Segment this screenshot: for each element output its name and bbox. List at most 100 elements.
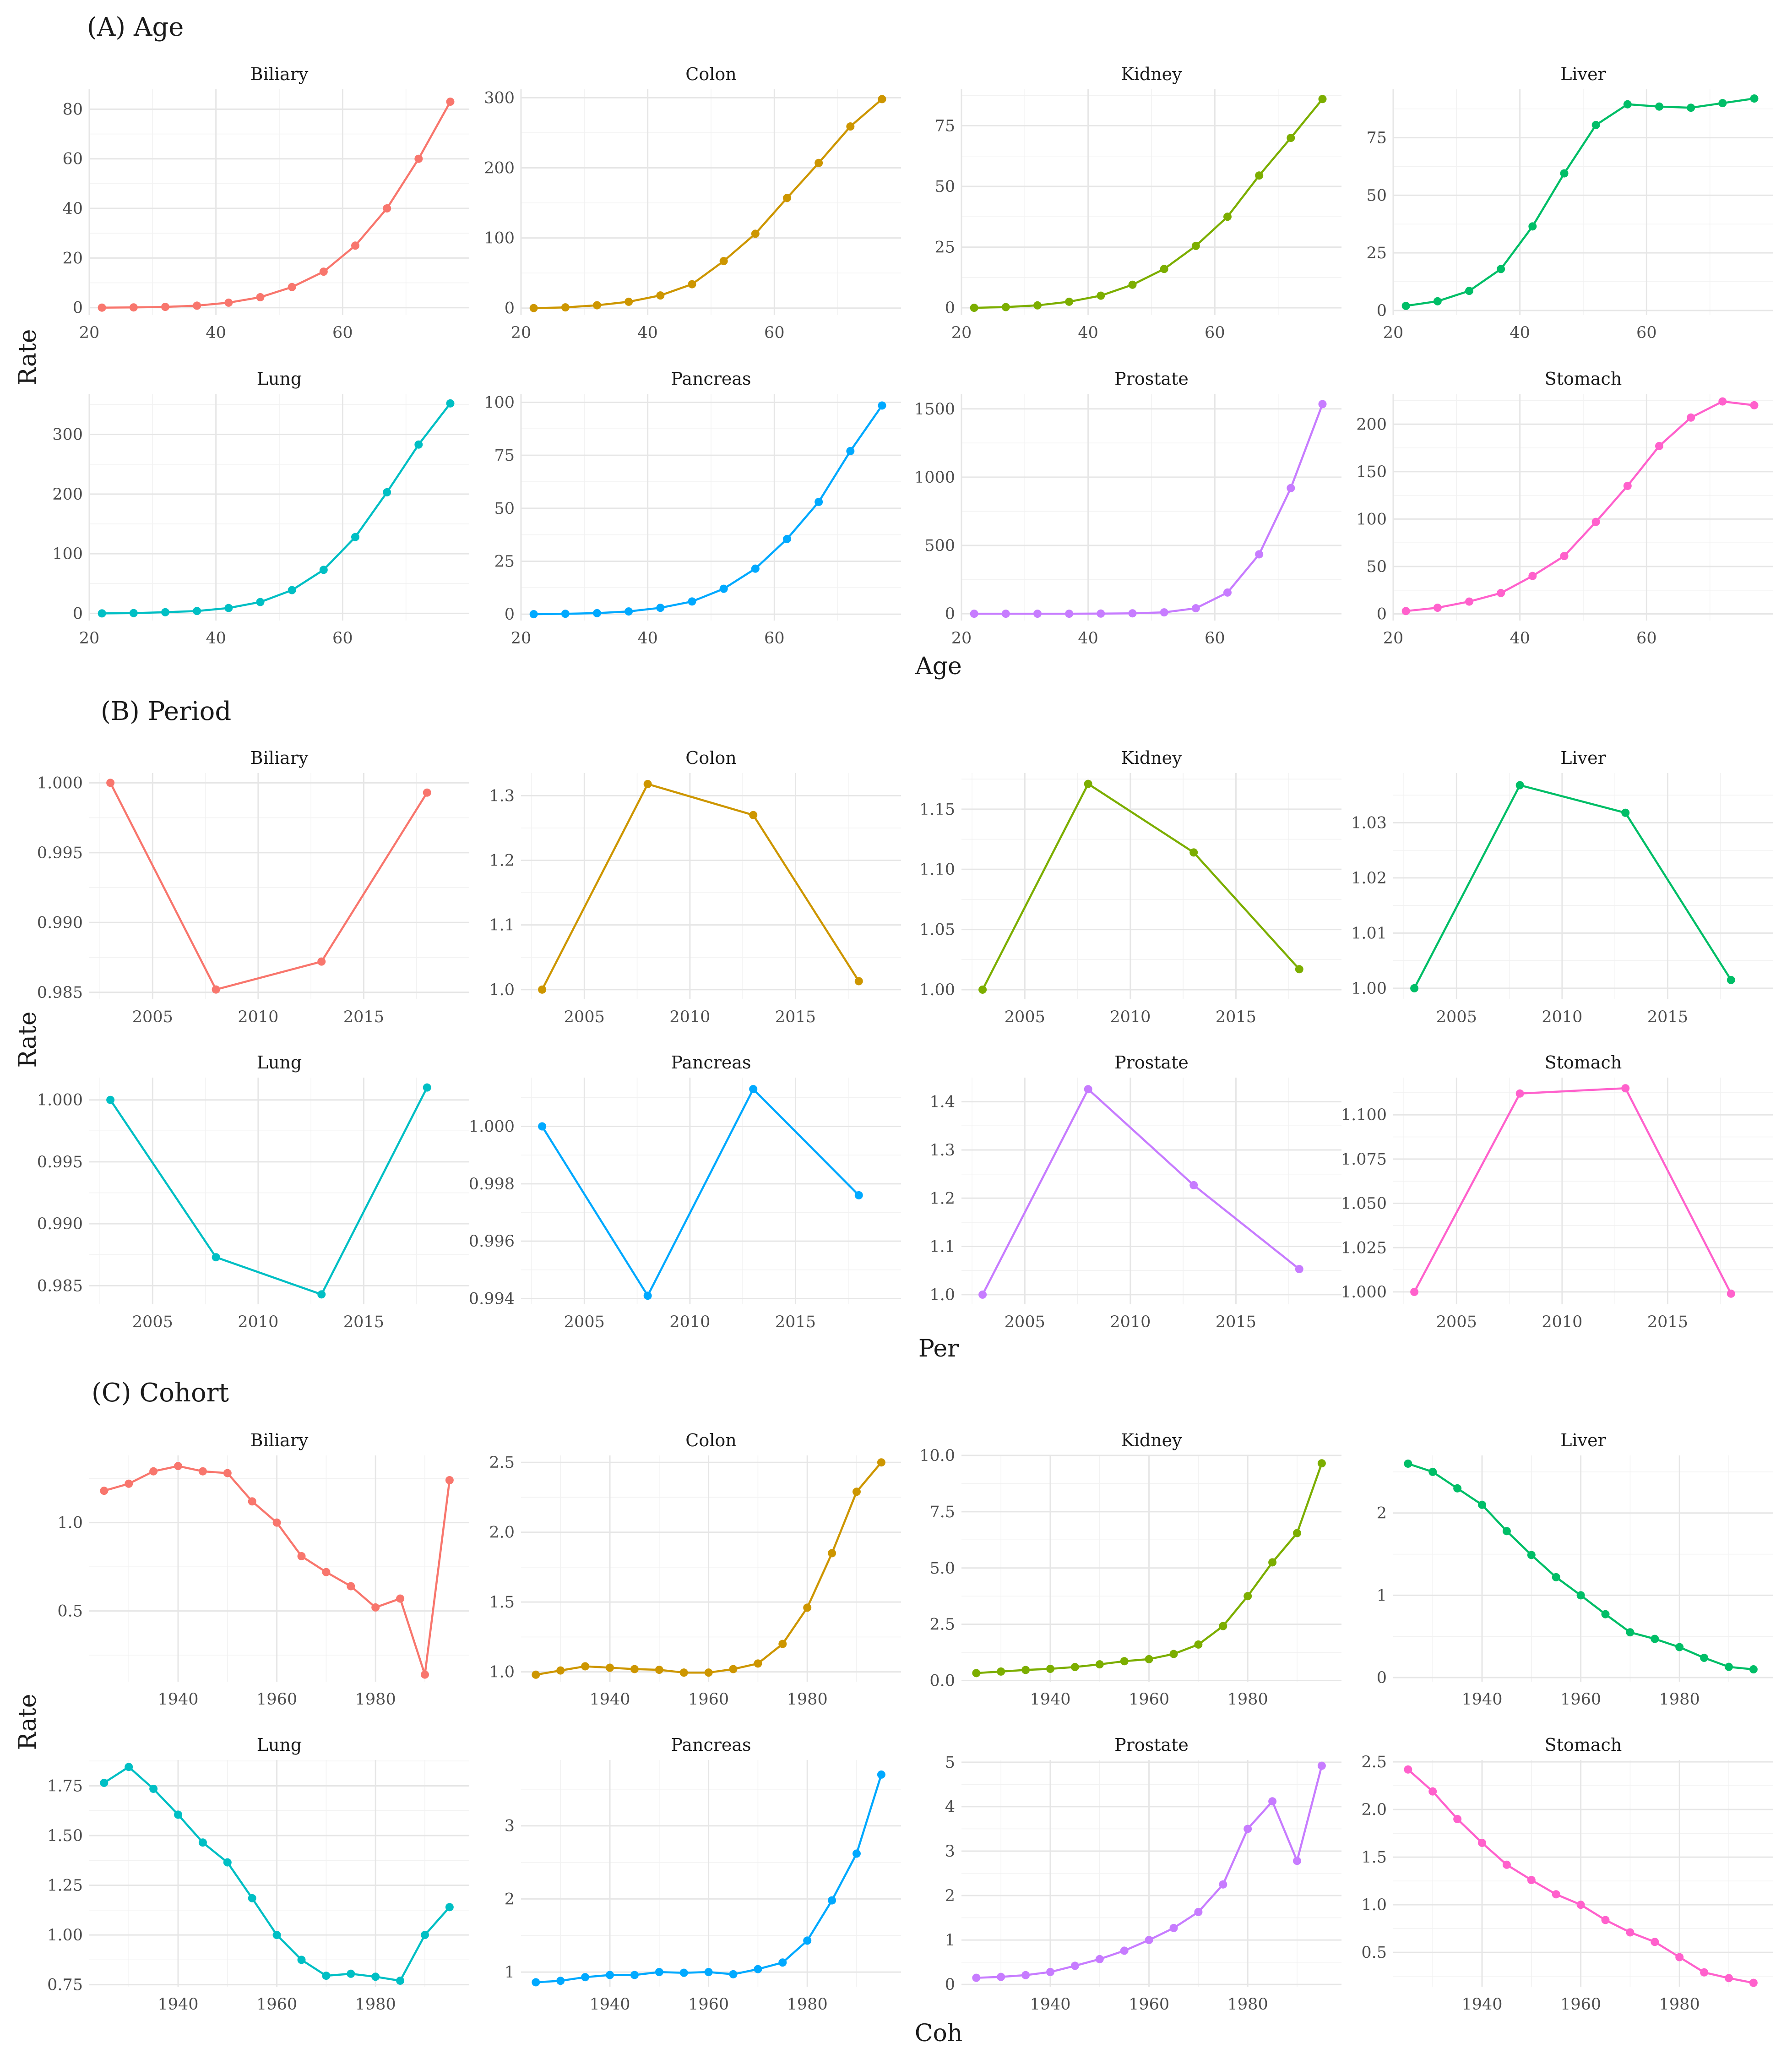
data-point — [1527, 1876, 1536, 1885]
data-point — [1621, 1084, 1630, 1093]
data-point — [655, 1968, 663, 1977]
y-tick-label: 50 — [1366, 558, 1387, 576]
data-point — [1749, 1978, 1758, 1987]
x-tick-label: 1960 — [256, 1690, 297, 1709]
data-point — [1033, 301, 1042, 310]
facet-label: Kidney — [1121, 748, 1182, 768]
data-point — [970, 610, 978, 618]
y-tick-label: 25 — [934, 239, 955, 257]
x-tick-label: 20 — [1383, 324, 1404, 342]
data-point — [414, 440, 423, 449]
data-point — [751, 564, 760, 573]
panel-kidney: 0.0 2.5 5.0 7.5 10.0 1940 1960 1980 Kidney — [919, 1430, 1341, 1709]
y-tick-label: 0 — [945, 299, 955, 317]
y-tick-label: 60 — [62, 150, 83, 169]
data-point — [815, 158, 823, 167]
data-point — [1223, 212, 1232, 221]
data-point — [1021, 1971, 1030, 1979]
data-point — [1065, 610, 1074, 618]
data-point — [1095, 1660, 1104, 1669]
x-axis-title: Per — [918, 1335, 959, 1362]
x-tick-label: 2015 — [1647, 1008, 1688, 1026]
data-point — [1318, 95, 1327, 104]
data-point — [704, 1668, 713, 1677]
y-tick-label: 2.5 — [1361, 1753, 1387, 1771]
x-tick-label: 20 — [79, 629, 100, 648]
section-c-cohort: (C) Cohort Coh Rate 0.5 1.0 1940 1960 1980 Bilia… — [14, 1378, 1773, 2047]
panel-prostate: 1.0 1.1 1.2 1.3 1.4 2005 2010 2015 Prostate — [929, 1052, 1341, 1331]
section-a-age: (A) Age Age Rate 0 20 40 60 80 20 40 60 Biliary 0 100… — [14, 12, 1773, 680]
data-point — [606, 1663, 614, 1672]
y-tick-label: 1500 — [914, 400, 955, 419]
data-point — [1046, 1967, 1055, 1976]
data-point — [754, 1659, 762, 1668]
y-tick-label: 1.1 — [929, 1238, 955, 1256]
data-point — [351, 533, 359, 541]
data-point — [1120, 1946, 1129, 1955]
data-point — [106, 1095, 115, 1104]
facet-label: Kidney — [1121, 64, 1182, 84]
data-point — [854, 977, 863, 986]
data-point — [1287, 134, 1295, 142]
x-tick-label: 1980 — [1659, 1690, 1700, 1709]
data-point — [322, 1972, 331, 1980]
y-tick-label: 200 — [484, 159, 515, 177]
x-tick-label: 2010 — [1542, 1313, 1582, 1331]
data-point — [383, 204, 391, 213]
x-tick-label: 60 — [1636, 629, 1657, 648]
data-point — [1001, 610, 1010, 618]
y-tick-label: 0 — [945, 605, 955, 623]
x-tick-label: 2005 — [564, 1008, 605, 1026]
data-point — [1576, 1901, 1585, 1909]
data-point — [1433, 604, 1442, 612]
y-tick-label: 100 — [484, 229, 515, 248]
data-point — [581, 1973, 590, 1982]
x-tick-label: 60 — [764, 324, 785, 342]
facet-label: Lung — [257, 369, 302, 389]
data-point — [1623, 481, 1632, 490]
y-tick-label: 0 — [1377, 605, 1387, 624]
data-point — [174, 1810, 183, 1819]
facet-label: Stomach — [1545, 1052, 1622, 1073]
series-line-lung — [102, 403, 451, 615]
y-tick-label: 1.000 — [37, 1091, 83, 1110]
x-tick-label: 2010 — [238, 1313, 278, 1331]
y-tick-label: 0.0 — [929, 1672, 955, 1690]
y-tick-label: 2.0 — [489, 1524, 515, 1542]
y-tick-label: 5 — [945, 1754, 955, 1772]
data-point — [1401, 301, 1410, 310]
y-tick-label: 2.5 — [929, 1616, 955, 1634]
x-tick-label: 2005 — [132, 1008, 173, 1026]
data-point — [1268, 1558, 1277, 1567]
data-point — [1655, 441, 1663, 450]
x-tick-label: 1960 — [1129, 1690, 1169, 1709]
data-point — [1749, 1665, 1758, 1674]
y-tick-label: 100 — [484, 394, 515, 412]
panel-stomach: 1.000 1.025 1.050 1.075 1.100 2005 2010 2015 Sto… — [1341, 1052, 1773, 1331]
data-point — [445, 1476, 454, 1485]
data-point — [1001, 303, 1010, 311]
x-tick-label: 2015 — [343, 1313, 384, 1331]
y-tick-label: 1.00 — [1351, 980, 1387, 998]
data-point — [529, 610, 538, 619]
section-title: (C) Cohort — [92, 1378, 229, 1408]
facet-label: Pancreas — [671, 369, 751, 389]
data-point — [1591, 518, 1600, 526]
data-point — [1021, 1666, 1030, 1674]
data-point — [1675, 1643, 1684, 1651]
data-point — [1292, 1857, 1301, 1865]
y-tick-label: 1.03 — [1351, 814, 1387, 832]
y-tick-label: 0 — [73, 299, 83, 317]
data-point — [272, 1518, 281, 1527]
data-point — [125, 1479, 133, 1488]
data-point — [878, 95, 886, 104]
data-point — [783, 534, 791, 543]
series-line-kidney — [974, 98, 1324, 309]
data-point — [1046, 1664, 1055, 1673]
y-tick-label: 0.994 — [469, 1290, 515, 1308]
data-point — [972, 1669, 981, 1678]
y-tick-label: 0.990 — [37, 1215, 83, 1233]
data-point — [224, 298, 233, 307]
data-point — [1700, 1968, 1709, 1977]
section-title: (A) Age — [87, 12, 184, 42]
